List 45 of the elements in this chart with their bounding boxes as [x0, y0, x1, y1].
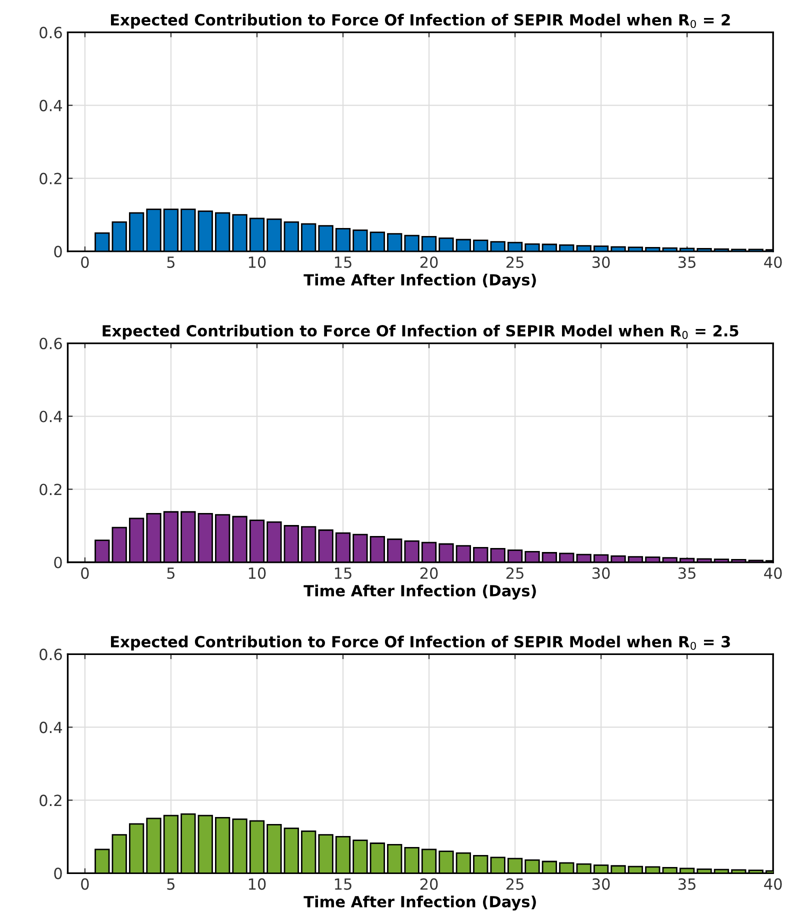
x-tick-label: 15	[334, 568, 352, 579]
x-tick-label: 35	[678, 256, 696, 268]
y-tick-label: 0.2	[40, 172, 62, 184]
y-tick-label: 0.4	[40, 100, 62, 112]
x-axis-title: Time After Infection (Days)	[304, 896, 536, 911]
x-tick-label: 20	[420, 256, 438, 268]
x-tick-label: 5	[167, 256, 174, 268]
y-tick-label: 0.6	[40, 338, 62, 350]
x-tick-label: 20	[420, 878, 438, 890]
x-tick-label: 30	[592, 567, 610, 579]
x-tick-label: 10	[248, 256, 266, 268]
chart-title: Expected Contribution to Force Of Infection of SEPIR Model when R$_{0}$ = 3	[110, 636, 730, 650]
x-tick-label: 15	[334, 878, 352, 890]
x-axis-title: Time After Infection (Days)	[304, 274, 536, 289]
x-tick-label: 30	[592, 256, 610, 268]
x-tick-label: 10	[248, 567, 266, 579]
y-tick-label: 0.4	[40, 722, 62, 734]
x-tick-label: 30	[592, 878, 610, 890]
x-tick-label: 25	[506, 878, 524, 890]
y-tick-label: 0	[54, 556, 62, 568]
x-tick-label: 35	[678, 567, 696, 579]
x-tick-label: 40	[764, 878, 782, 890]
y-tick-label: 0.6	[40, 648, 62, 660]
chart-title: Expected Contribution to Force Of Infection of SEPIR Model when R$_{0}$ = 2	[110, 14, 730, 29]
x-tick-label: 20	[420, 567, 438, 579]
x-tick-label: 40	[764, 256, 782, 268]
x-tick-label: 25	[506, 256, 524, 268]
y-tick-label: 0	[54, 246, 62, 258]
y-tick-label: 0.2	[40, 484, 62, 496]
x-tick-label: 10	[248, 878, 266, 890]
x-axis-title: Time After Infection (Days)	[304, 584, 536, 600]
x-tick-label: 0	[81, 878, 89, 890]
chart-title: Expected Contribution to Force Of Infection of SEPIR Model when R$_{0}$ = 2.5	[102, 324, 738, 340]
y-tick-label: 0.6	[40, 26, 62, 38]
y-tick-label: 0	[54, 868, 62, 880]
x-tick-label: 15	[334, 256, 352, 268]
x-tick-label: 0	[81, 567, 89, 579]
x-tick-label: 35	[678, 878, 696, 890]
x-tick-label: 40	[764, 567, 782, 579]
y-tick-label: 0.4	[40, 410, 62, 422]
x-tick-label: 25	[506, 567, 524, 579]
x-tick-label: 5	[167, 568, 174, 579]
x-tick-label: 5	[167, 878, 174, 890]
y-tick-label: 0.2	[40, 794, 62, 806]
x-tick-label: 0	[81, 256, 89, 268]
